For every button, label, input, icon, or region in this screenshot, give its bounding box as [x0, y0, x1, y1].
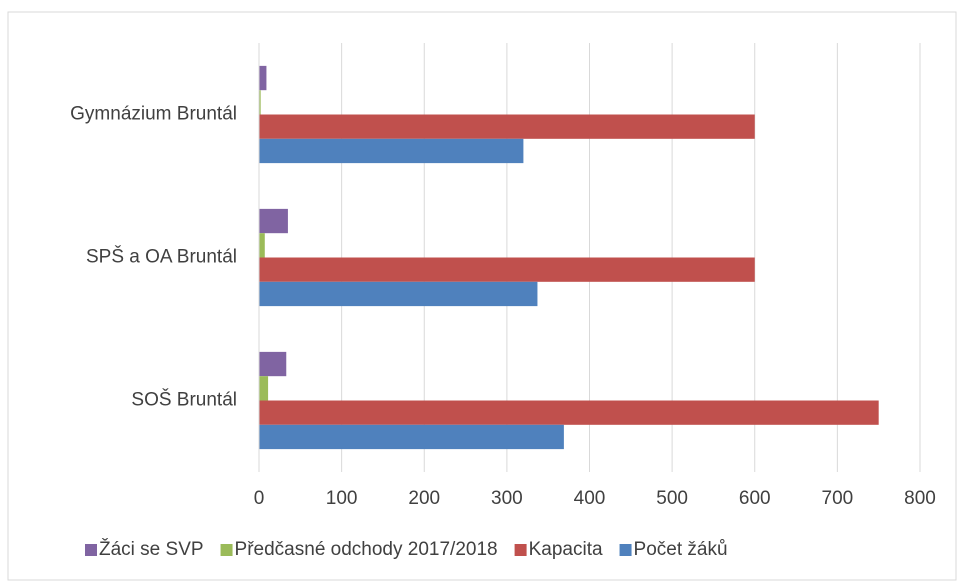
legend-label: Počet žáků — [634, 539, 728, 560]
x-tick-label: 100 — [326, 488, 358, 509]
legend-label: Žáci se SVP — [99, 538, 204, 560]
y-tick-label: SPŠ a OA Bruntál — [86, 246, 237, 268]
bar — [259, 424, 564, 450]
bar — [259, 208, 288, 234]
y-tick-label: SOŠ Bruntál — [131, 389, 237, 411]
x-tick-label: 300 — [491, 488, 523, 509]
x-tick-label: 200 — [408, 488, 440, 509]
bar — [259, 65, 267, 91]
bar — [259, 376, 269, 401]
bar — [259, 233, 265, 258]
bar — [259, 400, 879, 425]
legend-swatch — [85, 544, 97, 556]
legend-swatch — [514, 544, 527, 556]
x-tick-label: 800 — [904, 488, 936, 509]
bar — [259, 281, 538, 307]
bar — [259, 351, 287, 377]
legend-swatch — [220, 544, 233, 556]
bar — [259, 257, 755, 282]
bar — [259, 114, 755, 139]
x-tick-label: 400 — [574, 488, 606, 509]
x-tick-label: 0 — [254, 488, 265, 509]
bar — [259, 90, 261, 115]
legend-label: Kapacita — [529, 539, 603, 560]
legend-label: Předčasné odchody 2017/2018 — [235, 539, 498, 560]
legend-swatch — [619, 544, 632, 556]
y-tick-label: Gymnázium Bruntál — [70, 104, 237, 125]
x-tick-label: 600 — [739, 488, 771, 509]
x-tick-label: 700 — [822, 488, 854, 509]
bar — [259, 138, 524, 164]
x-tick-label: 500 — [656, 488, 688, 509]
